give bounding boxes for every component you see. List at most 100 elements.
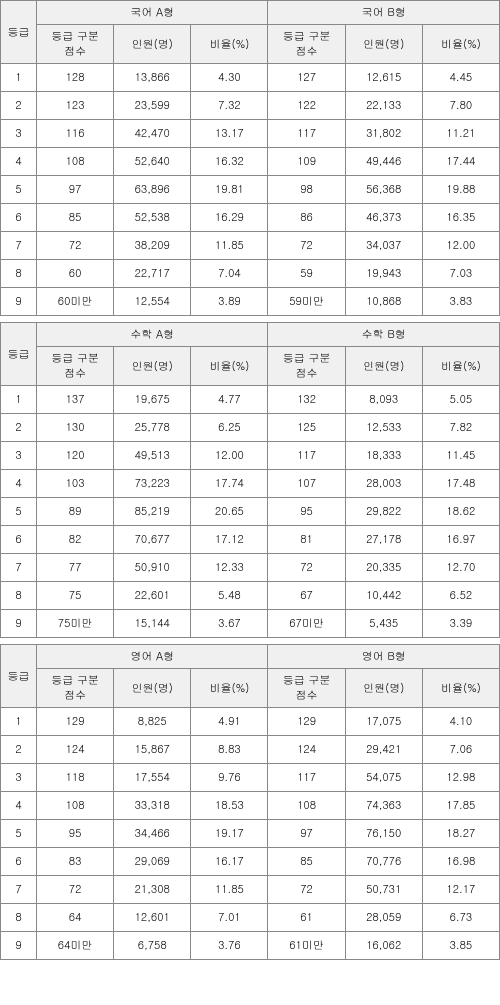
cell-a-cut: 72 (37, 232, 114, 260)
cell-b-ratio: 17.85 (422, 792, 499, 820)
cell-b-cut: 59 (268, 260, 345, 288)
table-row: 86022,7177.045919,9437.03 (1, 260, 500, 288)
cell-b-cut: 132 (268, 386, 345, 414)
cell-a-ratio: 18.53 (191, 792, 268, 820)
cell-a-cut: 103 (37, 470, 114, 498)
cell-a-count: 49,513 (114, 442, 191, 470)
cell-a-count: 17,554 (114, 764, 191, 792)
table-row: 113719,6754.771328,0935.05 (1, 386, 500, 414)
cell-b-count: 29,421 (345, 736, 422, 764)
cell-grade: 5 (1, 820, 37, 848)
cell-b-count: 8,093 (345, 386, 422, 414)
cell-a-count: 52,538 (114, 204, 191, 232)
cell-grade: 3 (1, 120, 37, 148)
cell-a-count: 13,866 (114, 64, 191, 92)
cell-a-ratio: 17.74 (191, 470, 268, 498)
cell-a-count: 42,470 (114, 120, 191, 148)
col-a-cut: 등급 구분점수 (37, 669, 114, 708)
table-row: 212323,5997.3212222,1337.80 (1, 92, 500, 120)
table-row: 213025,7786.2512512,5337.82 (1, 414, 500, 442)
cell-b-ratio: 3.83 (422, 288, 499, 316)
cell-a-count: 12,554 (114, 288, 191, 316)
cell-a-cut: 130 (37, 414, 114, 442)
cell-b-cut: 61미만 (268, 932, 345, 960)
col-b-ratio: 비율(%) (422, 347, 499, 386)
cell-a-ratio: 9.76 (191, 764, 268, 792)
cell-b-ratio: 3.85 (422, 932, 499, 960)
cell-a-ratio: 8.83 (191, 736, 268, 764)
cell-b-ratio: 16.98 (422, 848, 499, 876)
cell-b-ratio: 11.45 (422, 442, 499, 470)
cell-b-count: 12,615 (345, 64, 422, 92)
cell-b-cut: 86 (268, 204, 345, 232)
cell-a-cut: 75미만 (37, 610, 114, 638)
cell-a-cut: 83 (37, 848, 114, 876)
cell-b-cut: 85 (268, 848, 345, 876)
cell-a-cut: 64 (37, 904, 114, 932)
cell-b-cut: 72 (268, 554, 345, 582)
cell-b-cut: 61 (268, 904, 345, 932)
table-row: 410373,22317.7410728,00317.48 (1, 470, 500, 498)
cell-b-count: 74,363 (345, 792, 422, 820)
col-a-ratio: 비율(%) (191, 347, 268, 386)
cell-b-count: 46,373 (345, 204, 422, 232)
col-type-a: 국어 A형 (37, 1, 268, 25)
cell-grade: 2 (1, 414, 37, 442)
grade-tables-container: 등급국어 A형국어 B형등급 구분점수인원(명)비율(%)등급 구분점수인원(명… (0, 0, 500, 960)
cell-b-count: 27,178 (345, 526, 422, 554)
cell-b-count: 22,133 (345, 92, 422, 120)
table-row: 68329,06916.178570,77616.98 (1, 848, 500, 876)
cell-a-cut: 120 (37, 442, 114, 470)
cell-a-count: 70,677 (114, 526, 191, 554)
cell-a-count: 23,599 (114, 92, 191, 120)
cell-a-count: 15,867 (114, 736, 191, 764)
cell-b-cut: 72 (268, 876, 345, 904)
col-a-cut: 등급 구분점수 (37, 25, 114, 64)
cell-a-cut: 118 (37, 764, 114, 792)
col-b-count: 인원(명) (345, 347, 422, 386)
cell-b-cut: 124 (268, 736, 345, 764)
table-row: 86412,6017.016128,0596.73 (1, 904, 500, 932)
cell-a-count: 22,717 (114, 260, 191, 288)
col-b-count: 인원(명) (345, 669, 422, 708)
cell-grade: 3 (1, 442, 37, 470)
cell-grade: 3 (1, 764, 37, 792)
cell-a-ratio: 12.33 (191, 554, 268, 582)
cell-a-cut: 89 (37, 498, 114, 526)
cell-a-ratio: 6.25 (191, 414, 268, 442)
cell-b-cut: 67미만 (268, 610, 345, 638)
cell-a-ratio: 4.91 (191, 708, 268, 736)
cell-a-count: 38,209 (114, 232, 191, 260)
cell-b-count: 17,075 (345, 708, 422, 736)
cell-a-count: 15,144 (114, 610, 191, 638)
cell-a-cut: 128 (37, 64, 114, 92)
cell-b-count: 20,335 (345, 554, 422, 582)
cell-a-ratio: 3.67 (191, 610, 268, 638)
table-row: 112813,8664.3012712,6154.45 (1, 64, 500, 92)
col-a-ratio: 비율(%) (191, 25, 268, 64)
cell-a-cut: 116 (37, 120, 114, 148)
cell-b-count: 19,943 (345, 260, 422, 288)
grade-table-0: 등급국어 A형국어 B형등급 구분점수인원(명)비율(%)등급 구분점수인원(명… (0, 0, 500, 316)
cell-b-ratio: 19.88 (422, 176, 499, 204)
table-row: 964미만6,7583.7661미만16,0623.85 (1, 932, 500, 960)
cell-grade: 8 (1, 260, 37, 288)
cell-b-cut: 72 (268, 232, 345, 260)
cell-a-count: 50,910 (114, 554, 191, 582)
cell-b-cut: 117 (268, 120, 345, 148)
cell-b-cut: 67 (268, 582, 345, 610)
cell-a-ratio: 5.48 (191, 582, 268, 610)
cell-a-cut: 108 (37, 792, 114, 820)
cell-a-count: 6,758 (114, 932, 191, 960)
cell-b-count: 54,075 (345, 764, 422, 792)
cell-a-ratio: 7.04 (191, 260, 268, 288)
cell-a-ratio: 19.81 (191, 176, 268, 204)
cell-a-cut: 82 (37, 526, 114, 554)
cell-b-count: 34,037 (345, 232, 422, 260)
cell-b-ratio: 16.97 (422, 526, 499, 554)
cell-b-count: 29,822 (345, 498, 422, 526)
cell-b-ratio: 16.35 (422, 204, 499, 232)
cell-a-ratio: 16.32 (191, 148, 268, 176)
col-b-cut: 등급 구분점수 (268, 25, 345, 64)
table-row: 68552,53816.298646,37316.35 (1, 204, 500, 232)
